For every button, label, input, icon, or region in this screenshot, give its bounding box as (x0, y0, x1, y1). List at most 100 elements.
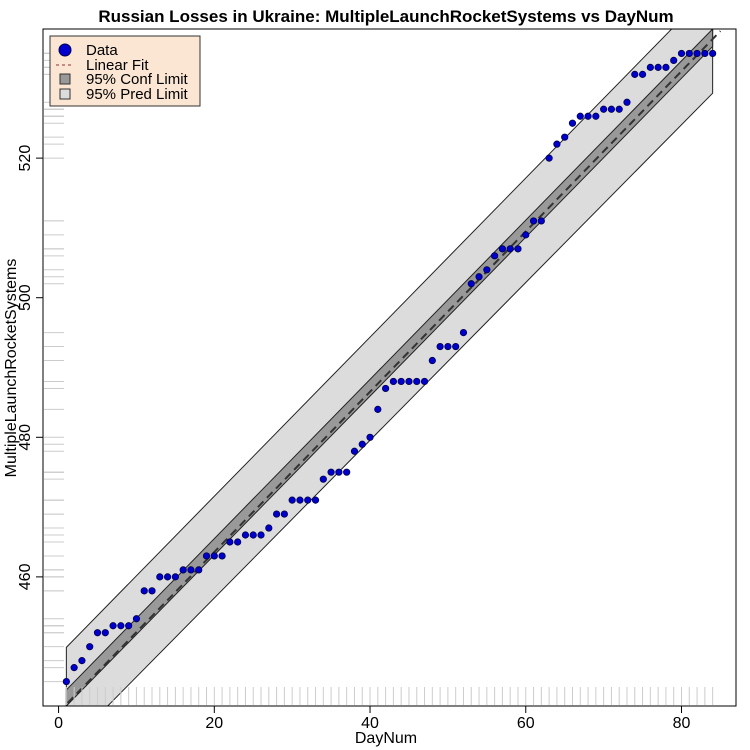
data-point (272, 510, 281, 518)
data-point (358, 440, 366, 448)
data-point (420, 377, 429, 386)
data-point (623, 98, 631, 106)
data-point (444, 342, 452, 351)
legend-box (49, 35, 201, 107)
x-tick-label: 60 (517, 715, 535, 732)
plot-area (44, 29, 722, 706)
data-point (514, 245, 522, 253)
y-axis-label: MultipleLaunchRocketSystems (3, 259, 20, 478)
data-point (405, 377, 413, 386)
data-point (171, 573, 179, 581)
data-point (210, 552, 218, 560)
data-point (265, 524, 273, 532)
data-point (93, 629, 102, 637)
data-point (677, 49, 686, 58)
data-point (646, 63, 654, 71)
data-point (226, 538, 234, 546)
data-point (343, 468, 351, 476)
data-point (498, 245, 507, 253)
data-point (467, 280, 475, 288)
data-point (709, 49, 717, 58)
data-point (132, 615, 141, 623)
axes: 0 20 40 60 80 460 480 500 520 (17, 145, 690, 732)
data-point (576, 112, 584, 120)
data-point (304, 496, 312, 504)
data-point (389, 377, 397, 386)
data-point (109, 622, 117, 630)
data-point (638, 70, 647, 78)
data-point (685, 49, 693, 58)
data-point (615, 105, 623, 113)
data-point (101, 629, 109, 637)
data-point (296, 496, 304, 504)
x-tick-label: 0 (54, 715, 63, 732)
data-point (529, 217, 538, 225)
x-tick-label: 80 (673, 715, 691, 732)
data-point (428, 356, 436, 365)
x-tick-label: 20 (205, 715, 223, 732)
data-point (249, 531, 257, 539)
y-tick-label: 460 (17, 563, 34, 590)
data-point (600, 105, 608, 113)
data-point (553, 140, 561, 148)
data-point (280, 510, 288, 518)
data-point (241, 531, 250, 539)
data-point (413, 377, 421, 386)
data-point (374, 405, 382, 413)
data-point (117, 622, 125, 630)
legend-pred-marker (59, 88, 71, 100)
data-point (607, 105, 616, 113)
data-point (662, 63, 670, 71)
plot-frame (42, 28, 737, 707)
data-points (62, 49, 717, 686)
legend-label: 95% Pred Limit (86, 86, 189, 103)
y-tick-label: 480 (17, 424, 34, 451)
data-point (148, 587, 156, 595)
data-point (545, 154, 553, 162)
y-tick-label: 520 (17, 145, 34, 172)
y-tick-label: 500 (17, 284, 34, 311)
data-point (491, 252, 499, 260)
data-point (561, 133, 569, 141)
legend-conf-marker (59, 73, 71, 85)
data-point (475, 273, 483, 281)
data-point (179, 566, 187, 574)
data-point (327, 468, 335, 476)
data-point (257, 531, 265, 539)
legend-label: Data (86, 42, 118, 59)
chart-title: Russian Losses in Ukraine: MultipleLaunc… (98, 7, 673, 26)
data-point (701, 49, 709, 58)
data-point (452, 342, 460, 351)
data-point (140, 587, 148, 595)
linear-fit-line (63, 30, 722, 706)
data-point (234, 538, 242, 546)
data-point (70, 664, 78, 672)
data-point (506, 245, 514, 253)
data-point (335, 468, 343, 476)
legend-data-marker (58, 43, 72, 57)
data-point (366, 433, 374, 441)
data-point (288, 496, 296, 504)
data-point (350, 447, 359, 455)
rug-marks (44, 52, 714, 705)
data-point (62, 677, 70, 686)
legend-label: Linear Fit (86, 57, 149, 74)
data-point (218, 552, 226, 560)
plot-clip-group (63, 29, 722, 706)
data-point (382, 384, 390, 393)
data-point (631, 70, 639, 78)
data-point (86, 643, 94, 651)
x-tick-label: 40 (361, 715, 379, 732)
data-point (125, 622, 133, 630)
data-point (78, 657, 86, 665)
data-point (592, 112, 600, 120)
data-point (319, 475, 327, 483)
data-point (670, 56, 678, 65)
data-point (311, 496, 320, 504)
data-point (156, 573, 164, 581)
legend-label: 95% Conf Limit (86, 71, 189, 88)
data-point (568, 119, 577, 127)
data-point (537, 217, 545, 225)
